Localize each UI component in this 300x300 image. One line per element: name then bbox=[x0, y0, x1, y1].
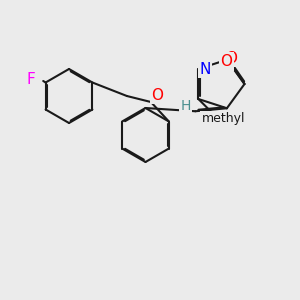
Text: O: O bbox=[220, 54, 232, 69]
Text: methyl: methyl bbox=[202, 112, 245, 125]
Text: N: N bbox=[199, 61, 211, 76]
Text: O: O bbox=[152, 88, 164, 103]
Text: O: O bbox=[225, 51, 237, 66]
Text: H: H bbox=[181, 99, 191, 113]
Text: F: F bbox=[27, 72, 36, 87]
